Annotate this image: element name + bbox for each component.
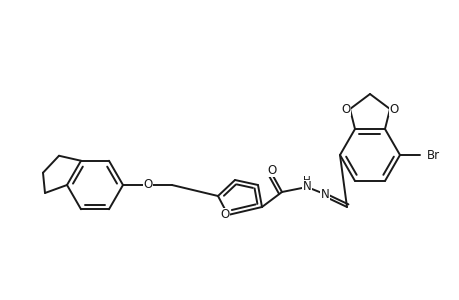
Text: O: O [341,103,350,116]
Text: N: N [302,181,311,194]
Text: O: O [143,178,152,191]
Text: Br: Br [425,148,439,161]
Text: O: O [267,164,276,176]
Text: O: O [388,103,398,116]
Text: H: H [302,176,310,186]
Text: N: N [320,188,329,202]
Text: O: O [220,208,229,221]
